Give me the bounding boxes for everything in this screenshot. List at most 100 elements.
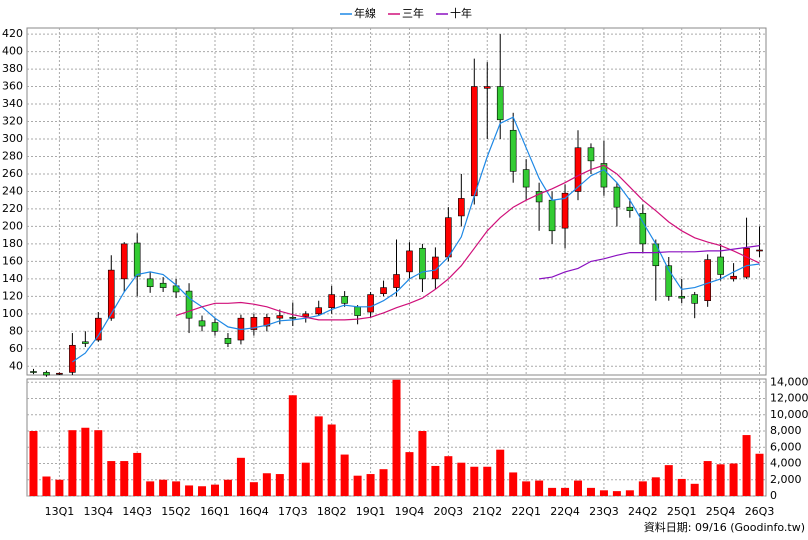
- x-tick-label: 16Q1: [200, 505, 230, 518]
- y-tick-label: 420: [2, 27, 23, 40]
- volume-bar: [379, 469, 388, 496]
- volume-bar: [703, 461, 712, 496]
- x-tick-label: 22Q1: [511, 505, 541, 518]
- volume-bar: [366, 474, 375, 496]
- volume-bar: [625, 490, 634, 496]
- volume-bar: [42, 476, 51, 496]
- candle-body: [483, 86, 491, 89]
- candle-body: [159, 282, 167, 288]
- volume-bar: [470, 466, 479, 496]
- x-tick-label: 23Q3: [589, 505, 619, 518]
- candle-body: [561, 192, 569, 229]
- y-tick-label: 80: [9, 324, 23, 337]
- candle-body: [315, 307, 323, 315]
- y-tick-label: 240: [2, 184, 23, 197]
- candle-body: [341, 296, 348, 304]
- volume-bar: [185, 485, 194, 496]
- volume-bar: [755, 453, 764, 496]
- candle-body: [276, 315, 284, 319]
- candle-body: [30, 371, 37, 373]
- y-tick-label: 220: [2, 202, 23, 215]
- volume-bar: [664, 465, 673, 496]
- legend-label: 十年: [450, 6, 472, 20]
- y2-tick-label: 6,000: [770, 440, 802, 453]
- ma-line: [539, 245, 760, 280]
- volume-bar: [288, 395, 297, 496]
- candle-body: [120, 243, 128, 280]
- volume-bar: [223, 479, 232, 496]
- volume-bar: [55, 479, 64, 496]
- candle-body: [678, 296, 686, 299]
- y2-tick-label: 8,000: [770, 424, 802, 437]
- candle-body: [146, 278, 154, 288]
- x-tick-label: 20Q3: [434, 505, 464, 518]
- candle-body: [406, 250, 413, 273]
- candle-body: [691, 294, 698, 304]
- x-tick-label: 25Q4: [706, 505, 736, 518]
- candle-body: [56, 372, 63, 375]
- volume-bar: [327, 424, 336, 496]
- volume-bar: [690, 483, 699, 496]
- candle-body: [367, 294, 374, 313]
- x-tick-label: 14Q3: [122, 505, 152, 518]
- candle-body: [535, 191, 543, 203]
- candle-body: [574, 147, 582, 192]
- volume-bar: [249, 482, 258, 496]
- volume-bar: [638, 481, 647, 496]
- candle-body: [43, 372, 50, 376]
- candle-body: [626, 206, 634, 211]
- y2-tick-label: 12,000: [770, 392, 808, 405]
- volume-bar: [301, 462, 310, 496]
- volume-bar: [81, 427, 90, 496]
- candle-body: [393, 274, 400, 288]
- ma-line: [72, 116, 760, 363]
- candle-body: [496, 86, 504, 121]
- footer: 資料日期: 09/16 (Goodinfo.tw): [644, 520, 805, 534]
- x-tick-label: 17Q3: [278, 505, 308, 518]
- y-tick-label: 280: [2, 149, 23, 162]
- candle-body: [717, 256, 724, 275]
- candle-body: [509, 129, 517, 172]
- volume-bar: [353, 475, 362, 496]
- volume-bar: [548, 487, 557, 496]
- y-tick-label: 300: [2, 132, 23, 145]
- y2-tick-label: 14,000: [770, 375, 808, 388]
- volume-bar: [405, 452, 414, 496]
- volume-bar: [29, 431, 38, 496]
- volume-bar: [146, 481, 155, 496]
- candle-body: [133, 242, 141, 277]
- volume-bar: [68, 430, 77, 496]
- y-tick-label: 380: [2, 62, 23, 75]
- volume-bar: [586, 487, 595, 496]
- volume-bar: [210, 484, 219, 496]
- y-tick-label: 400: [2, 45, 23, 58]
- volume-bar: [392, 379, 401, 496]
- volume-bar: [120, 461, 129, 496]
- candle-body: [470, 86, 478, 197]
- candle-body: [263, 317, 271, 327]
- y-tick-label: 140: [2, 272, 23, 285]
- volume-bar: [133, 452, 142, 496]
- x-tick-label: 25Q1: [667, 505, 697, 518]
- volume-bar: [677, 478, 686, 496]
- volume-bar: [94, 430, 103, 496]
- volume-bar: [509, 472, 518, 496]
- candle-body: [600, 163, 608, 188]
- candle-body: [548, 199, 556, 232]
- x-tick-label: 26Q3: [745, 505, 775, 518]
- candle-body: [82, 341, 89, 344]
- candle-body: [198, 320, 206, 327]
- x-tick-label: 21Q2: [472, 505, 502, 518]
- volume-bar: [574, 480, 583, 496]
- volume-bar: [236, 457, 245, 496]
- candle-body: [613, 186, 621, 208]
- candle-body: [380, 287, 387, 295]
- legend-label: 三年: [402, 6, 424, 20]
- candle-body: [250, 317, 258, 330]
- volume-bar: [522, 481, 531, 496]
- y-tick-label: 60: [9, 342, 23, 355]
- volume-bar: [159, 479, 168, 496]
- candle-body: [743, 247, 750, 278]
- x-tick-label: 24Q2: [628, 505, 658, 518]
